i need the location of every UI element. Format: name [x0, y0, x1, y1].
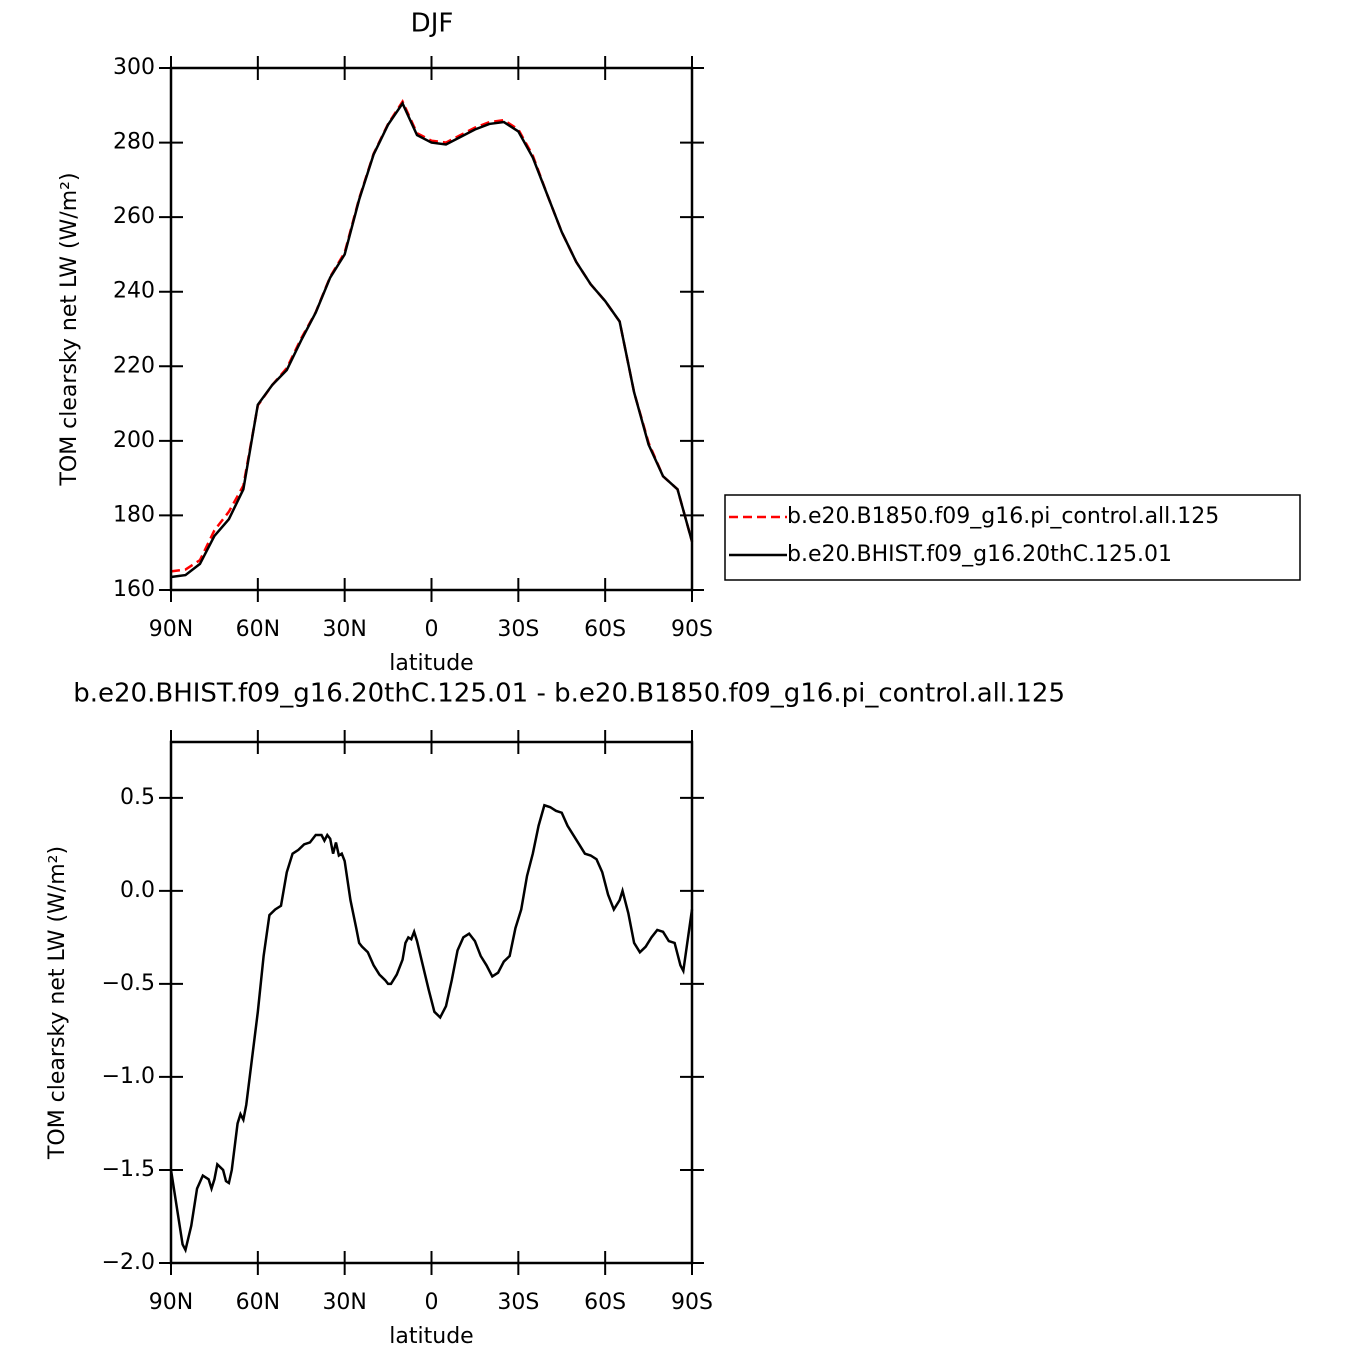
y-tick-label: 280 [113, 130, 155, 155]
x-tick-label: 60N [236, 1290, 280, 1315]
y-axis-label: TOM clearsky net LW (W/m²) [57, 172, 82, 486]
x-axis-label: latitude [389, 651, 473, 676]
plot-frame [169, 740, 694, 1265]
x-tick-label: 60S [584, 1290, 626, 1315]
y-tick-label: 0.5 [120, 785, 155, 810]
data-line [169, 803, 694, 1254]
x-tick-label: 90N [149, 1290, 193, 1315]
plot-frame [169, 66, 694, 592]
y-tick-label: 260 [113, 204, 155, 229]
y-axis-label: TOM clearsky net LW (W/m²) [45, 846, 70, 1160]
x-tick-label: 30N [322, 1290, 366, 1315]
y-tick-label: −1.5 [102, 1157, 155, 1182]
chart-title: DJF [411, 9, 454, 39]
x-tick-label: 90S [671, 617, 713, 642]
x-tick-label: 90S [671, 1290, 713, 1315]
data-line [170, 98, 694, 573]
x-tick-label: 0 [425, 617, 439, 642]
y-tick-label: 200 [113, 428, 155, 453]
x-axis-label: latitude [389, 1324, 473, 1349]
x-tick-label: 0 [425, 1290, 439, 1315]
legend-label: b.e20.B1850.f09_g16.pi_control.all.125 [787, 504, 1219, 529]
x-tick-label: 30S [497, 617, 539, 642]
y-tick-label: 180 [113, 502, 155, 527]
y-tick-label: 240 [113, 279, 155, 304]
y-tick-label: −0.5 [102, 971, 155, 996]
y-tick-label: 160 [113, 577, 155, 602]
data-line [170, 100, 694, 579]
chart-title: b.e20.BHIST.f09_g16.20thC.125.01 - b.e20… [73, 679, 1065, 709]
y-tick-label: 220 [113, 353, 155, 378]
x-tick-label: 90N [149, 617, 193, 642]
y-tick-label: −2.0 [102, 1250, 155, 1275]
x-tick-label: 60N [236, 617, 280, 642]
legend-label: b.e20.BHIST.f09_g16.20thC.125.01 [787, 542, 1172, 567]
x-tick-label: 30S [497, 1290, 539, 1315]
y-tick-label: 0.0 [120, 878, 155, 903]
x-tick-label: 30N [322, 617, 366, 642]
y-tick-label: 300 [113, 55, 155, 80]
legend-box [724, 494, 1301, 581]
x-tick-label: 60S [584, 617, 626, 642]
y-tick-label: −1.0 [102, 1064, 155, 1089]
